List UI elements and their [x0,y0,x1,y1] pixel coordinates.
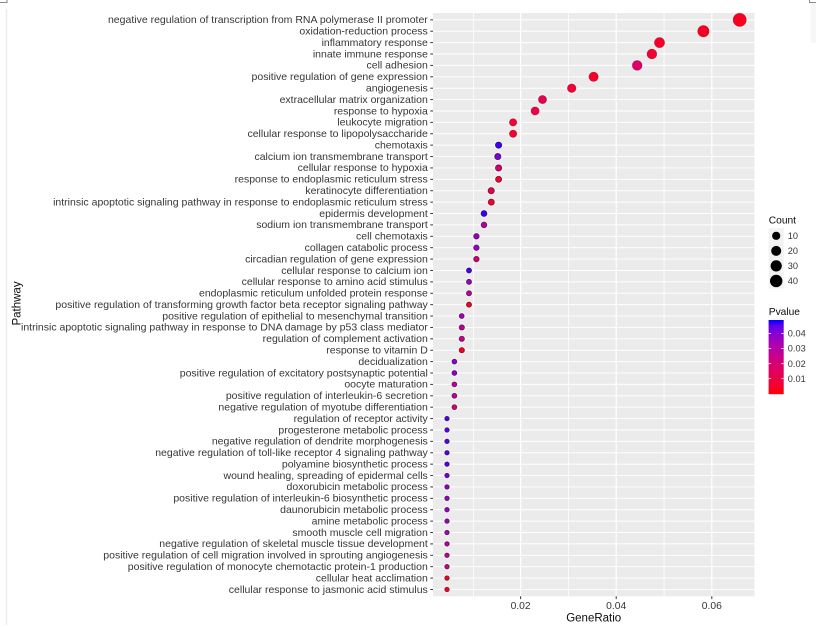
svg-text:GeneRatio: GeneRatio [566,612,621,624]
svg-text:angiogenesis: angiogenesis [366,82,428,94]
svg-text:regulation of complement activ: regulation of complement activation [263,333,428,345]
svg-text:positive regulation of epithel: positive regulation of epithelial to mes… [162,310,428,322]
svg-text:intrinsic apoptotic signaling: intrinsic apoptotic signaling pathway in… [21,322,428,334]
svg-text:cellular response to lipopolys: cellular response to lipopolysaccharide [247,128,428,140]
svg-text:cellular response to jasmonic: cellular response to jasmonic acid stimu… [229,584,428,596]
svg-text:Pathway: Pathway [11,281,23,325]
svg-text:inflammatory response: inflammatory response [322,37,428,49]
svg-text:progesterone metabolic process: progesterone metabolic process [278,424,427,436]
svg-text:calcium ion transmembrane tran: calcium ion transmembrane transport [254,151,427,163]
svg-text:positive regulation of cell mi: positive regulation of cell migration in… [103,550,428,562]
svg-text:cellular response to amino aci: cellular response to amino acid stimulus [242,276,428,288]
svg-text:0.04: 0.04 [606,601,626,612]
svg-text:epidermis development: epidermis development [319,208,428,220]
svg-text:positive regulation of gene ex: positive regulation of gene expression [252,71,428,83]
svg-text:negative regulation of toll-li: negative regulation of toll-like recepto… [155,447,428,459]
svg-text:decidualization: decidualization [358,356,428,368]
svg-text:30: 30 [788,261,798,271]
svg-text:negative regulation of transcr: negative regulation of transcription fro… [108,14,428,26]
svg-text:0.02: 0.02 [788,359,806,369]
svg-text:positive regulation of monocyt: positive regulation of monocyte chemotac… [128,561,428,573]
svg-text:response to hypoxia: response to hypoxia [334,105,428,117]
svg-text:regulation of receptor activit: regulation of receptor activity [294,413,429,425]
svg-text:negative regulation of skeleta: negative regulation of skeletal muscle t… [159,538,428,550]
svg-text:sodium ion transmembrane trans: sodium ion transmembrane transport [256,219,428,231]
svg-text:doxorubicin metabolic process: doxorubicin metabolic process [287,481,428,493]
svg-text:keratinocyte differentiation: keratinocyte differentiation [305,185,428,197]
svg-text:extracellular matrix organizat: extracellular matrix organization [280,94,428,106]
svg-text:positive regulation of interle: positive regulation of interleukin-6 bio… [173,493,427,505]
svg-text:cell chemotaxis: cell chemotaxis [356,231,428,243]
svg-text:10: 10 [788,231,798,241]
svg-text:positive regulation of transfo: positive regulation of transforming grow… [55,299,428,311]
svg-text:oocyte maturation: oocyte maturation [344,379,428,391]
svg-text:endoplasmic reticulum unfolded: endoplasmic reticulum unfolded protein r… [199,288,428,300]
svg-text:polyamine biosynthetic process: polyamine biosynthetic process [282,458,428,470]
svg-text:daunorubicin metabolic process: daunorubicin metabolic process [280,504,428,516]
svg-text:cell adhesion: cell adhesion [367,60,428,72]
svg-text:0.04: 0.04 [788,329,806,339]
svg-text:response to vitamin D: response to vitamin D [326,345,428,357]
svg-text:positive regulation of excitat: positive regulation of excitatory postsy… [180,367,428,379]
svg-text:cellular response to hypoxia: cellular response to hypoxia [298,162,428,174]
svg-text:wound healing, spreading of ep: wound healing, spreading of epidermal ce… [223,470,428,482]
svg-text:0.06: 0.06 [702,601,722,612]
svg-text:cellular heat acclimation: cellular heat acclimation [316,572,428,584]
svg-text:20: 20 [788,246,798,256]
svg-text:cellular response to calcium i: cellular response to calcium ion [281,265,428,277]
svg-text:0.03: 0.03 [788,344,806,354]
svg-text:chemotaxis: chemotaxis [375,139,428,151]
svg-text:0.01: 0.01 [788,374,806,384]
svg-text:amine metabolic process: amine metabolic process [312,515,428,527]
svg-text:collagen catabolic process: collagen catabolic process [305,242,428,254]
svg-text:oxidation-reduction process: oxidation-reduction process [299,26,427,38]
svg-text:innate immune response: innate immune response [313,48,428,60]
svg-text:Count: Count [769,216,796,227]
svg-text:leukocyte migration: leukocyte migration [337,117,428,129]
svg-text:40: 40 [788,276,798,286]
svg-text:0.02: 0.02 [511,601,531,612]
svg-text:intrinsic apoptotic signaling: intrinsic apoptotic signaling pathway in… [53,196,428,208]
svg-text:circadian regulation of gene e: circadian regulation of gene expression [245,253,428,265]
svg-text:negative regulation of dendrit: negative regulation of dendrite morphoge… [212,436,428,448]
svg-text:positive regulation of interle: positive regulation of interleukin-6 sec… [226,390,428,402]
svg-text:response to endoplasmic reticu: response to endoplasmic reticulum stress [235,174,428,186]
svg-text:negative regulation of myotube: negative regulation of myotube different… [218,401,428,413]
svg-text:smooth muscle cell migration: smooth muscle cell migration [292,527,428,539]
svg-text:Pvalue: Pvalue [769,307,800,318]
